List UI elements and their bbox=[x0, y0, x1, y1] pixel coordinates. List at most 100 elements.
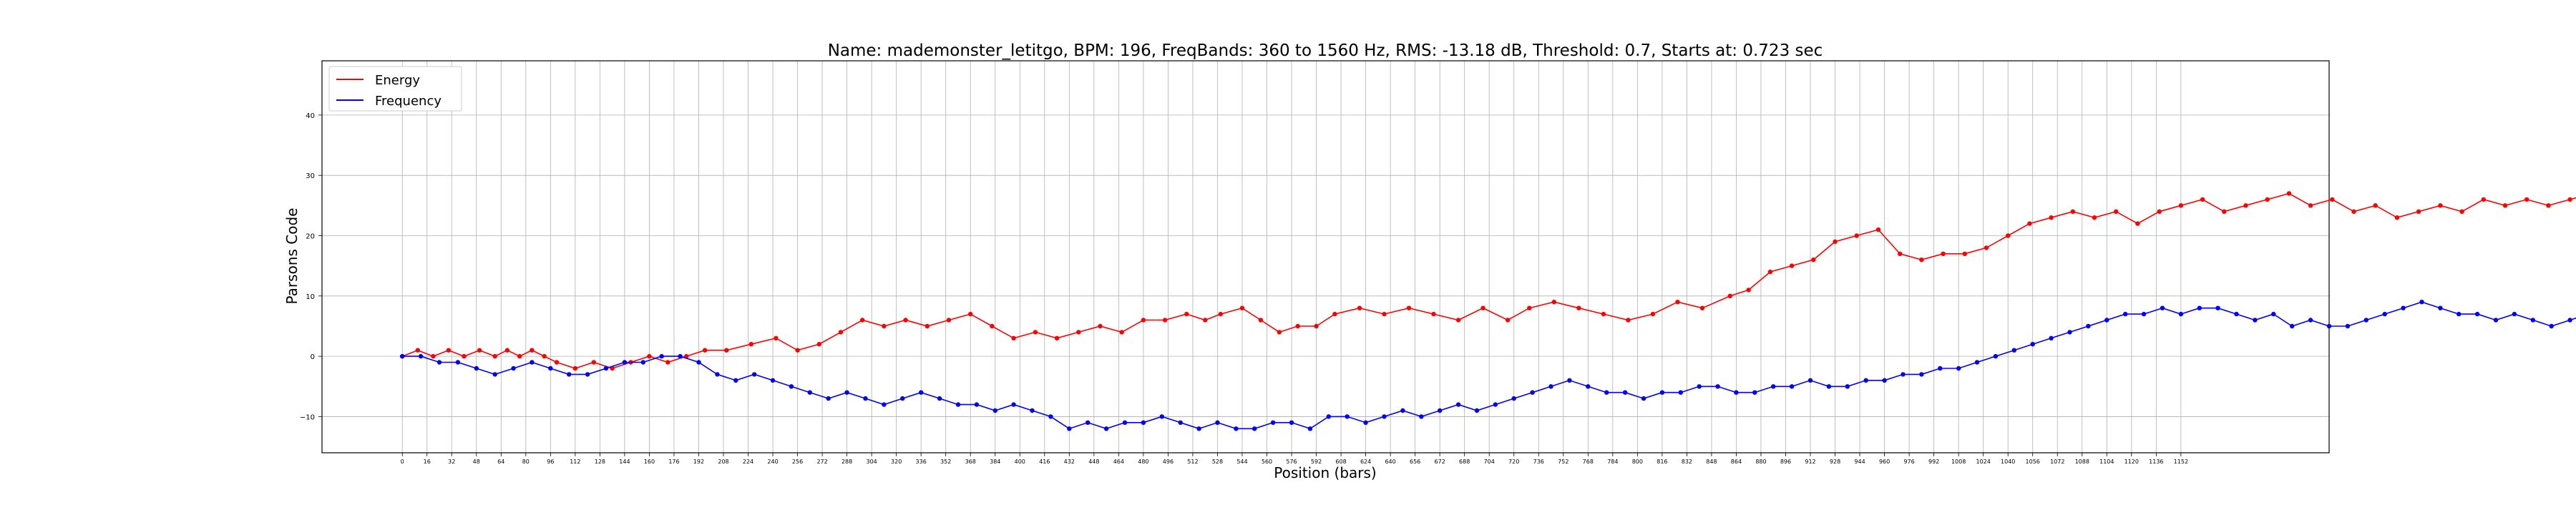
data-point-frequency bbox=[1345, 414, 1350, 418]
x-tick-label: 816 bbox=[1657, 458, 1667, 465]
data-point-energy bbox=[2546, 203, 2550, 207]
data-point-frequency bbox=[1419, 414, 1423, 418]
data-point-energy bbox=[1203, 318, 1207, 322]
data-point-frequency bbox=[2512, 312, 2517, 316]
data-point-frequency bbox=[604, 366, 608, 371]
data-point-frequency bbox=[1048, 414, 1053, 418]
data-point-energy bbox=[517, 354, 522, 358]
x-tick-label: 896 bbox=[1780, 458, 1791, 465]
data-point-frequency bbox=[975, 402, 979, 406]
data-point-energy bbox=[1055, 336, 1059, 340]
data-point-energy bbox=[1240, 306, 1244, 310]
data-point-frequency bbox=[1827, 384, 1831, 388]
x-tick-label: 800 bbox=[1632, 458, 1643, 465]
x-tick-label: 784 bbox=[1607, 458, 1618, 465]
data-point-energy bbox=[477, 348, 482, 353]
data-point-frequency bbox=[808, 391, 812, 395]
x-tick-label: 1152 bbox=[2174, 458, 2188, 465]
data-point-energy bbox=[1626, 318, 1630, 322]
x-tick-label: 672 bbox=[1435, 458, 1445, 465]
data-point-energy bbox=[2459, 210, 2464, 214]
data-point-energy bbox=[1098, 324, 1102, 328]
data-point-frequency bbox=[1586, 384, 1590, 388]
data-point-energy bbox=[1431, 312, 1435, 316]
x-tick-label: 992 bbox=[1928, 458, 1939, 465]
data-point-frequency bbox=[2531, 318, 2535, 322]
data-point-energy bbox=[749, 342, 753, 346]
data-point-energy bbox=[925, 324, 930, 328]
data-point-energy bbox=[416, 348, 420, 353]
data-point-energy bbox=[2395, 215, 2399, 220]
data-point-frequency bbox=[419, 354, 423, 358]
data-point-frequency bbox=[1530, 391, 1534, 395]
data-point-frequency bbox=[1771, 384, 1775, 388]
data-point-frequency bbox=[1382, 414, 1386, 418]
data-point-frequency bbox=[2086, 324, 2090, 328]
data-point-energy bbox=[2006, 233, 2010, 237]
data-point-frequency bbox=[511, 366, 515, 371]
data-point-frequency bbox=[1327, 414, 1331, 418]
data-point-frequency bbox=[1567, 378, 1571, 383]
x-tick-label: 176 bbox=[668, 458, 679, 465]
data-point-frequency bbox=[863, 396, 867, 401]
data-point-frequency bbox=[2104, 318, 2109, 322]
data-point-energy bbox=[1480, 306, 1485, 310]
data-point-frequency bbox=[1548, 384, 1553, 388]
data-point-energy bbox=[573, 366, 577, 371]
data-point-frequency bbox=[2234, 312, 2238, 316]
data-point-energy bbox=[2049, 215, 2053, 220]
x-tick-label: 880 bbox=[1755, 458, 1766, 465]
data-point-frequency bbox=[1752, 391, 1757, 395]
x-tick-label: 720 bbox=[1508, 458, 1519, 465]
data-point-frequency bbox=[1734, 391, 1738, 395]
data-point-frequency bbox=[919, 391, 923, 395]
data-point-energy bbox=[1506, 318, 1510, 322]
data-point-energy bbox=[839, 330, 843, 334]
data-point-frequency bbox=[993, 408, 997, 413]
data-point-energy bbox=[1919, 258, 1923, 262]
y-tick-label: 10 bbox=[306, 293, 315, 301]
data-point-energy bbox=[1382, 312, 1386, 316]
data-point-frequency bbox=[1308, 426, 1312, 431]
data-point-frequency bbox=[2346, 324, 2350, 328]
x-tick-label: 960 bbox=[1879, 458, 1890, 465]
x-tick-label: 288 bbox=[841, 458, 852, 465]
x-tick-label: 560 bbox=[1262, 458, 1272, 465]
x-tick-label: 1024 bbox=[1976, 458, 1990, 465]
data-point-energy bbox=[1728, 294, 1732, 298]
data-point-frequency bbox=[1623, 391, 1627, 395]
x-tick-label: 912 bbox=[1805, 458, 1815, 465]
data-point-frequency bbox=[1363, 421, 1367, 425]
data-point-energy bbox=[2027, 221, 2031, 225]
data-point-energy bbox=[990, 324, 994, 328]
data-point-frequency bbox=[1919, 372, 1923, 376]
x-tick-label: 688 bbox=[1459, 458, 1470, 465]
data-point-energy bbox=[555, 360, 559, 364]
data-point-energy bbox=[2114, 210, 2118, 214]
data-point-energy bbox=[1120, 330, 1124, 334]
x-tick-label: 0 bbox=[401, 458, 404, 465]
data-point-energy bbox=[1407, 306, 1411, 310]
x-tick-label: 640 bbox=[1385, 458, 1395, 465]
x-tick-label: 656 bbox=[1410, 458, 1420, 465]
data-point-frequency bbox=[567, 372, 571, 376]
data-point-energy bbox=[530, 348, 534, 353]
data-point-frequency bbox=[530, 360, 534, 364]
data-point-frequency bbox=[1845, 384, 1850, 388]
data-point-frequency bbox=[2290, 324, 2294, 328]
x-tick-label: 1072 bbox=[2050, 458, 2064, 465]
data-point-frequency bbox=[1882, 378, 1886, 383]
data-point-frequency bbox=[2012, 348, 2016, 353]
data-point-frequency bbox=[715, 372, 719, 376]
x-tick-label: 352 bbox=[940, 458, 951, 465]
data-point-frequency bbox=[1085, 421, 1090, 425]
data-point-energy bbox=[542, 354, 547, 358]
data-point-energy bbox=[703, 348, 707, 353]
y-tick-label: −10 bbox=[300, 413, 315, 421]
x-tick-label: 304 bbox=[866, 458, 877, 465]
data-point-frequency bbox=[2067, 330, 2072, 334]
data-point-energy bbox=[2330, 197, 2334, 202]
data-point-frequency bbox=[493, 372, 497, 376]
data-point-frequency bbox=[1271, 421, 1275, 425]
data-point-energy bbox=[2373, 203, 2378, 207]
